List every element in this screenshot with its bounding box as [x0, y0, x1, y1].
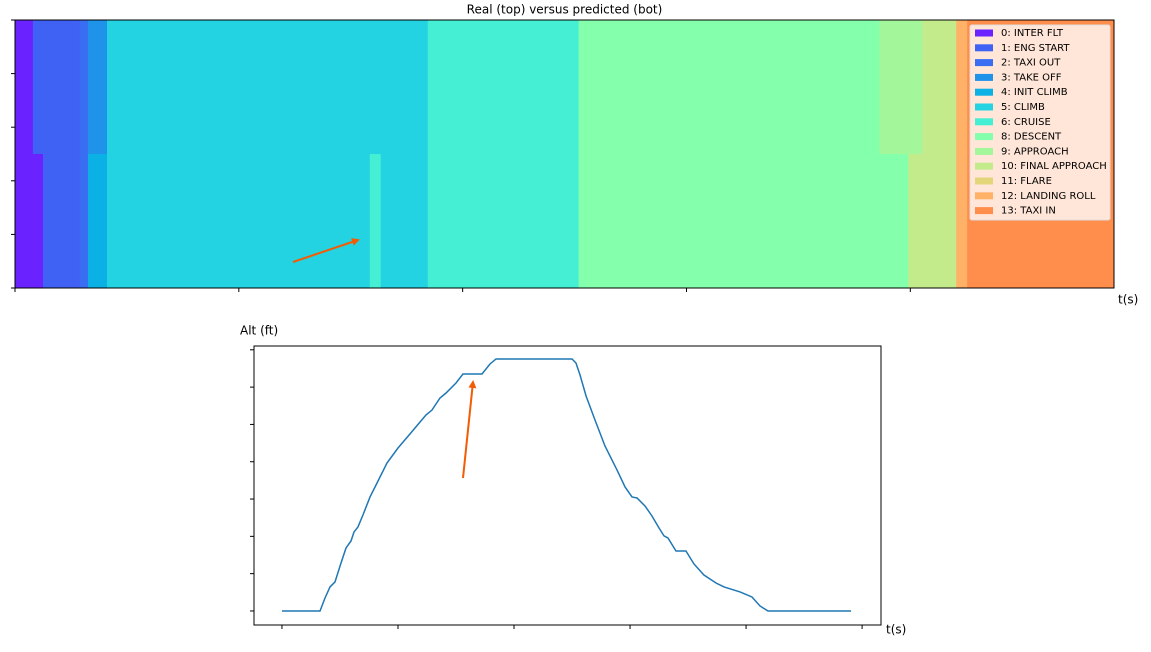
segment: [956, 20, 968, 154]
plot-frame: [14, 19, 1115, 289]
arrow: [462, 380, 477, 479]
segment: [42, 154, 81, 288]
plot-frame: [253, 345, 882, 626]
legend-swatch: [975, 207, 993, 215]
legend-label: 12: LANDING ROLL: [1001, 191, 1096, 202]
segment: [578, 20, 880, 154]
legend-label: 5: CLIMB: [1001, 102, 1045, 113]
segment: [87, 20, 108, 154]
segment: [369, 154, 382, 288]
segment: [87, 154, 108, 288]
legend-label: 8: DESCENT: [1001, 132, 1062, 143]
legend-swatch: [975, 133, 993, 141]
segment: [79, 20, 89, 154]
legend-swatch: [975, 147, 993, 155]
altitude-line: [281, 358, 852, 612]
altitude-chart: Alt (ft) t(s): [240, 324, 906, 637]
chart-title: Real (top) versus predicted (bot): [467, 3, 663, 17]
legend-label: 0: INTER FLT: [1001, 28, 1064, 39]
legend-label: 4: INIT CLIMB: [1001, 87, 1068, 98]
legend-box: [969, 24, 1111, 221]
legend-label: 13: TAXI IN: [1001, 206, 1056, 217]
arrow: [292, 238, 360, 263]
y-axis-label: Alt (ft): [240, 324, 278, 338]
legend-swatch: [975, 73, 993, 81]
timeline-chart: Real (top) versus predicted (bot) t(s) 0: …: [11, 3, 1138, 307]
segment: [32, 20, 81, 154]
segment: [79, 154, 89, 288]
legend-swatch: [975, 59, 993, 67]
segment: [427, 154, 580, 288]
segment: [15, 20, 34, 154]
legend-label: 2: TAXI OUT: [1001, 58, 1061, 69]
segment: [908, 154, 957, 288]
legend-label: 9: APPROACH: [1001, 146, 1069, 157]
x-axis-label: t(s): [886, 623, 906, 637]
legend: 0: INTER FLT 1: ENG START 2: TAXI OUT 3: TA…: [969, 24, 1111, 221]
legend-label: 6: CRUISE: [1001, 117, 1051, 128]
legend-swatch: [975, 29, 993, 37]
legend-swatch: [975, 177, 993, 185]
legend-label: 1: ENG START: [1001, 43, 1070, 54]
legend-swatch: [975, 162, 993, 170]
segment: [380, 154, 429, 288]
legend-swatch: [975, 118, 993, 126]
segment: [578, 154, 909, 288]
segment: [879, 20, 923, 154]
legend-label: 10: FINAL APPROACH: [1001, 161, 1107, 172]
segment: [956, 154, 968, 288]
segment: [427, 20, 580, 154]
segment: [106, 154, 371, 288]
segment: [15, 154, 44, 288]
segment: [106, 20, 429, 154]
legend-label: 11: FLARE: [1001, 176, 1052, 187]
legend-swatch: [975, 44, 993, 52]
segment: [922, 20, 957, 154]
legend-swatch: [975, 103, 993, 111]
legend-swatch: [975, 88, 993, 96]
legend-swatch: [975, 192, 993, 200]
x-axis-label: t(s): [1118, 293, 1138, 307]
legend-label: 3: TAKE OFF: [1001, 72, 1062, 83]
